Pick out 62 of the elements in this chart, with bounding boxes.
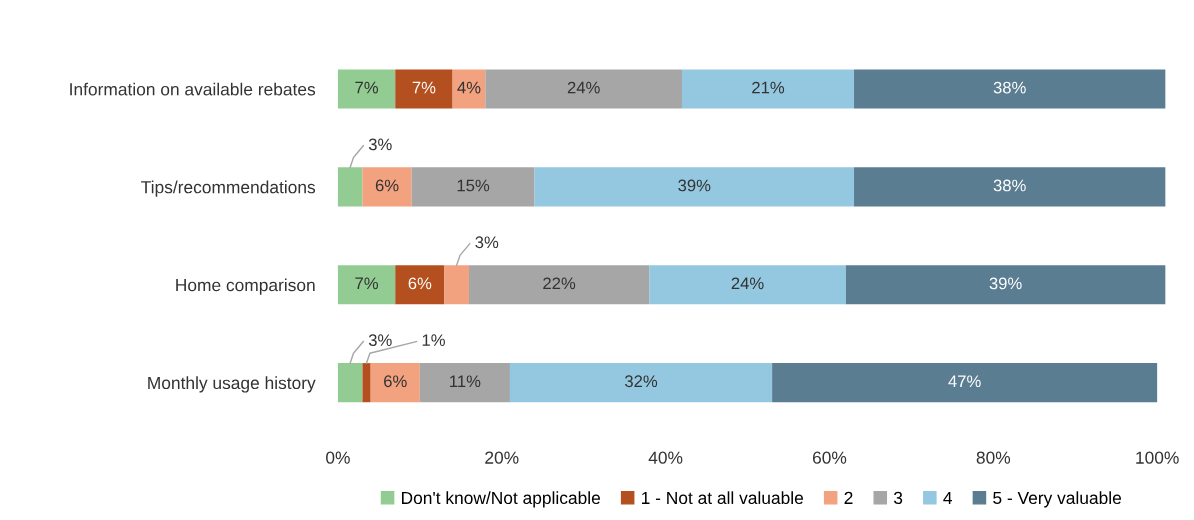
data-label: 7% — [355, 81, 379, 94]
y-tick-label: Information on available rebates — [70, 82, 316, 96]
data-label: 32% — [624, 375, 658, 388]
bar — [419, 363, 510, 403]
y-tick-label: Tips/recommendations — [141, 180, 316, 197]
data-label: 38% — [993, 179, 1026, 192]
data-label: 6% — [408, 277, 432, 290]
data-label: 7% — [355, 277, 379, 290]
data-label: 3% — [475, 236, 499, 249]
data-label: 39% — [678, 179, 711, 192]
legend-label: 1 - Not at all valuable — [642, 491, 804, 505]
data-label: 39% — [989, 277, 1022, 290]
data-label: 22% — [543, 277, 576, 290]
bar — [362, 363, 371, 403]
bar — [444, 265, 469, 305]
bar — [337, 69, 396, 109]
bar — [337, 265, 396, 305]
data-label: 47% — [948, 375, 981, 388]
data-label: 24% — [731, 277, 764, 290]
data-label: 7% — [412, 81, 436, 94]
data-label: 11% — [450, 375, 481, 388]
data-label: 6% — [384, 375, 407, 388]
data-label: 21% — [752, 81, 785, 94]
bar — [395, 69, 453, 109]
legend-label: Don't know/Not applicable — [402, 491, 600, 508]
x-tick-label: 100% — [1136, 451, 1179, 464]
bar — [534, 167, 855, 207]
legend-label: 5 - Very valuable — [993, 491, 1121, 508]
bar — [468, 265, 650, 305]
x-tick-label: 0% — [326, 451, 350, 464]
bar — [854, 69, 1166, 109]
data-label: 1% — [422, 334, 445, 346]
bar — [681, 69, 855, 109]
y-tick-label: Monthly usage history — [148, 376, 316, 393]
data-label: 6% — [375, 179, 399, 192]
bar — [845, 265, 1166, 305]
legend-label: 4 — [943, 491, 953, 504]
x-tick-label: 40% — [648, 451, 683, 464]
bar — [337, 363, 363, 403]
x-tick-label: 60% — [812, 451, 847, 464]
bar — [395, 265, 445, 305]
y-tick-label: Home comparison — [176, 278, 315, 295]
data-label: 15% — [457, 179, 490, 192]
bar — [485, 69, 682, 109]
x-tick-label: 20% — [485, 451, 519, 464]
bar — [411, 167, 535, 207]
bar — [362, 167, 412, 207]
bar — [337, 167, 363, 207]
bar — [772, 363, 1158, 403]
bar — [854, 167, 1166, 207]
legend-label: 3 — [893, 491, 903, 505]
bar — [370, 363, 420, 403]
data-label: 3% — [368, 138, 392, 151]
data-label: 24% — [567, 81, 600, 94]
data-label: 38% — [993, 81, 1026, 94]
data-label: 3% — [368, 334, 392, 347]
bar — [509, 363, 773, 403]
x-tick-label: 80% — [976, 451, 1011, 464]
legend-label: 2 — [844, 491, 853, 504]
bar — [452, 69, 486, 109]
data-label: 4% — [457, 81, 481, 94]
bar — [649, 265, 846, 305]
